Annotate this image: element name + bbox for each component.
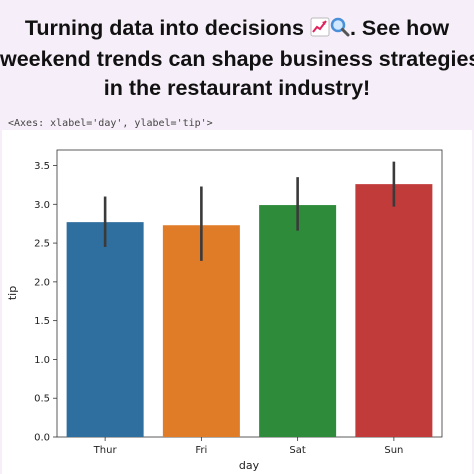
notebook-output-repr: <Axes: xlabel='day', ylabel='tip'> <box>8 118 213 129</box>
x-tick-label: Sun <box>384 445 403 456</box>
y-axis-label: tip <box>6 286 19 300</box>
y-tick-label: 0.0 <box>34 433 50 444</box>
y-tick-label: 2.5 <box>34 239 50 250</box>
y-tick-label: 3.5 <box>34 161 50 172</box>
y-tick-label: 1.5 <box>34 316 50 327</box>
bar-sun <box>355 184 433 437</box>
headline-line-1: Turning data into decisions . See how <box>0 14 474 45</box>
chart-increasing-icon <box>310 16 330 45</box>
x-tick-label: Fri <box>195 445 207 456</box>
headline-line-3: in the restaurant industry! <box>103 76 371 100</box>
bar-sat <box>259 205 337 437</box>
y-tick-label: 0.5 <box>34 394 50 405</box>
y-tick-label: 3.0 <box>34 200 50 211</box>
x-tick-label: Thur <box>93 445 118 456</box>
headline-line-2: weekend trends can shape business strate… <box>0 47 474 71</box>
x-tick-label: Sat <box>289 445 305 456</box>
bar-thur <box>66 222 144 437</box>
magnifying-glass-icon <box>330 16 350 45</box>
post-headline: Turning data into decisions . See how we… <box>0 14 474 103</box>
y-tick-label: 1.0 <box>34 355 50 366</box>
x-axis-label: day <box>239 459 260 472</box>
bar-chart: 0.0 0.5 1.0 1.5 2.0 2.5 3.0 3.5 Thur Fri Sat Sun d… <box>6 149 443 472</box>
notebook-plot-output: 0.0 0.5 1.0 1.5 2.0 2.5 3.0 3.5 Thur Fri Sat Sun d… <box>2 130 472 474</box>
y-tick-label: 2.0 <box>34 277 50 288</box>
